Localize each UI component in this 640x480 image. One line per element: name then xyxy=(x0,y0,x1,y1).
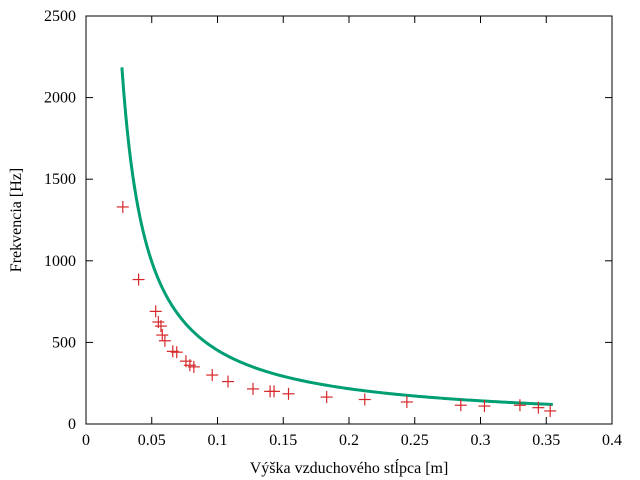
data-point xyxy=(170,346,183,359)
data-point xyxy=(156,329,169,342)
data-point xyxy=(206,369,219,382)
data-point xyxy=(282,387,295,400)
data-point xyxy=(268,385,281,398)
data-point xyxy=(158,334,171,347)
data-point xyxy=(320,391,333,404)
y-tick-labels: 0 500 1000 1500 2000 2500 xyxy=(44,8,76,433)
x-tick-label: 0.15 xyxy=(269,432,297,449)
y-tick-label: 1500 xyxy=(44,171,76,188)
x-tick-label: 0.35 xyxy=(532,432,560,449)
data-point xyxy=(544,404,557,417)
x-tick-label: 0.3 xyxy=(471,432,491,449)
data-point xyxy=(358,393,371,406)
data-point xyxy=(454,399,467,412)
data-point xyxy=(149,305,162,318)
data-points-layer xyxy=(116,200,557,417)
data-point xyxy=(247,382,260,395)
x-axis-label: Výška vzduchového stĺpca [m] xyxy=(250,458,449,477)
data-point xyxy=(154,320,167,333)
data-point xyxy=(222,375,235,388)
axis-ticks xyxy=(85,15,613,425)
data-point xyxy=(513,399,526,412)
data-point xyxy=(132,273,145,286)
data-point xyxy=(478,400,491,413)
plot-frame xyxy=(85,15,613,425)
y-tick-label: 0 xyxy=(68,416,76,433)
y-tick-label: 2500 xyxy=(44,8,76,25)
x-tick-label: 0.05 xyxy=(138,432,166,449)
y-tick-label: 1000 xyxy=(44,253,76,270)
y-axis-label: Frekvencia [Hz] xyxy=(8,168,25,272)
data-point xyxy=(187,360,200,373)
data-point xyxy=(532,401,545,414)
data-point xyxy=(400,395,413,408)
x-tick-label: 0.4 xyxy=(602,432,622,449)
x-tick-label: 0 xyxy=(82,432,90,449)
y-tick-label: 2000 xyxy=(44,90,76,107)
x-tick-label: 0.2 xyxy=(339,432,359,449)
fit-curve-layer xyxy=(120,67,553,406)
x-tick-label: 0.1 xyxy=(208,432,228,449)
fit-curve xyxy=(120,67,553,406)
x-tick-labels: 0 0.05 0.1 0.15 0.2 0.25 0.3 0.35 0.4 xyxy=(82,432,622,449)
y-tick-label: 500 xyxy=(52,334,76,351)
x-tick-label: 0.25 xyxy=(401,432,429,449)
data-point xyxy=(116,200,129,213)
